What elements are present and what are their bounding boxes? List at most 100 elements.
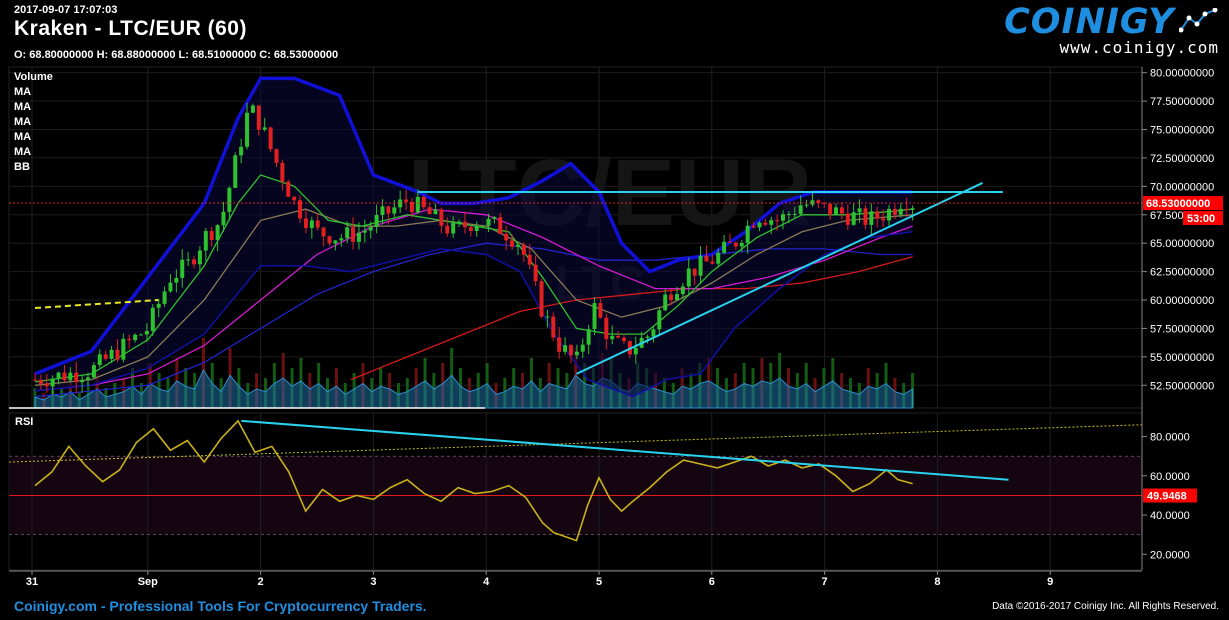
axes: 52.50000000 55.00000000 57.50000000 60.0000… — [9, 67, 1214, 588]
candle-body — [551, 316, 556, 338]
candle-body — [221, 211, 226, 226]
footer-tagline[interactable]: Coinigy.com - Professional Tools For Cry… — [14, 598, 427, 614]
candle-body — [168, 282, 173, 292]
candle-body — [669, 294, 674, 301]
indicator-label-ma[interactable]: MA — [14, 116, 32, 128]
x-tick-label: 3 — [370, 576, 376, 588]
candle-body — [710, 261, 715, 264]
candle-body — [633, 347, 638, 355]
candle-body — [209, 231, 214, 241]
candle-body — [62, 372, 67, 381]
candle-body — [38, 379, 43, 384]
indicator-label-ma[interactable]: MA — [14, 101, 32, 113]
candle-body — [421, 196, 426, 208]
ma-magenta-line — [34, 208, 913, 392]
trendlines — [9, 182, 1142, 375]
candle-body — [704, 255, 709, 262]
candle-body — [828, 203, 833, 215]
ma-red-line — [350, 256, 913, 381]
rsi-dotted-trendline — [8, 424, 1143, 463]
y-tick-label: 62.50000000 — [1150, 267, 1214, 279]
candle-body — [50, 378, 55, 387]
candle-body — [539, 281, 544, 317]
candle-body — [663, 294, 668, 311]
ma-tan-line — [34, 208, 913, 386]
footer-copyright: Data ©2016-2017 Coinigy Inc. All Rights … — [992, 601, 1219, 612]
candle-body — [239, 146, 244, 156]
candle-body — [468, 227, 473, 231]
indicator-label-volume[interactable]: Volume — [14, 71, 53, 83]
candle-body — [174, 277, 179, 283]
candle-body — [757, 222, 762, 228]
candle-body — [80, 379, 85, 383]
candle-body — [686, 268, 691, 287]
candle-body — [910, 208, 915, 210]
rsi-value-label: 49.9468 — [1147, 491, 1187, 503]
timestamp: 2017-09-07 17:07:03 — [14, 4, 118, 16]
indicator-label-ma[interactable]: MA — [14, 86, 32, 98]
candle-body — [568, 345, 573, 356]
candle-body — [881, 218, 886, 221]
candle-body — [345, 227, 350, 239]
rsi-y-tick-label: 60.0000 — [1150, 471, 1190, 483]
candle-body — [816, 200, 821, 203]
candle-body — [280, 162, 285, 182]
candle-body — [486, 218, 491, 226]
candle-body — [380, 206, 385, 215]
candle-body — [392, 207, 397, 214]
x-tick-label: 31 — [26, 576, 38, 588]
rsi-trendline — [241, 419, 1009, 481]
indicator-label-ma[interactable]: MA — [14, 131, 32, 143]
candle-body — [427, 207, 432, 215]
candle-body — [834, 207, 839, 215]
candle-body — [798, 205, 803, 214]
candle-body — [839, 207, 844, 214]
y-tick-label: 65.00000000 — [1150, 238, 1214, 250]
candle-body — [651, 329, 656, 337]
rsi-line — [34, 419, 913, 542]
candle-body — [545, 316, 550, 318]
indicator-label-bb[interactable]: BB — [14, 161, 30, 173]
rsi-y-tick-label: 40.0000 — [1150, 510, 1190, 522]
countdown-label: 53:00 — [1187, 213, 1215, 225]
candle-body — [763, 222, 768, 225]
candle-body — [792, 213, 797, 215]
indicator-label-ma[interactable]: MA — [14, 146, 32, 158]
y-tick-label: 52.50000000 — [1150, 380, 1214, 392]
candle-body — [121, 338, 126, 360]
candle-body — [315, 220, 320, 228]
volume-ma-area — [34, 368, 914, 409]
candle-body — [657, 310, 662, 330]
candle-body — [362, 230, 367, 233]
candle-body — [327, 236, 332, 244]
candle-body — [598, 303, 603, 318]
candle-body — [298, 200, 303, 219]
brand-url[interactable]: www.coinigy.com — [1059, 38, 1219, 57]
candle-body — [103, 354, 108, 359]
ohlc-readout: O: 68.80000000 H: 68.88000000 L: 68.5100… — [14, 49, 339, 61]
candlestick-series — [33, 102, 915, 396]
candle-body — [97, 354, 102, 366]
rsi-y-tick-label: 80.0000 — [1150, 432, 1190, 444]
candle-body — [68, 372, 73, 381]
x-tick-label: Sep — [138, 576, 158, 588]
candle-body — [769, 220, 774, 225]
candle-body — [845, 213, 850, 225]
candle-body — [887, 208, 892, 221]
candle-body — [804, 204, 809, 206]
candle-body — [904, 208, 909, 210]
bb-upper-line — [34, 76, 913, 376]
ma-yellow-dashed-line — [34, 299, 160, 309]
candle-body — [521, 244, 526, 255]
candle-body — [857, 208, 862, 213]
x-tick-label: 8 — [934, 576, 940, 588]
candle-body — [56, 372, 61, 379]
candle-body — [333, 240, 338, 244]
y-tick-label: 60.00000000 — [1150, 295, 1214, 307]
candle-body — [162, 291, 167, 304]
candle-body — [515, 244, 520, 247]
candle-body — [445, 225, 450, 234]
page-title: Kraken - LTC/EUR (60) — [14, 17, 247, 40]
candle-body — [256, 105, 261, 130]
